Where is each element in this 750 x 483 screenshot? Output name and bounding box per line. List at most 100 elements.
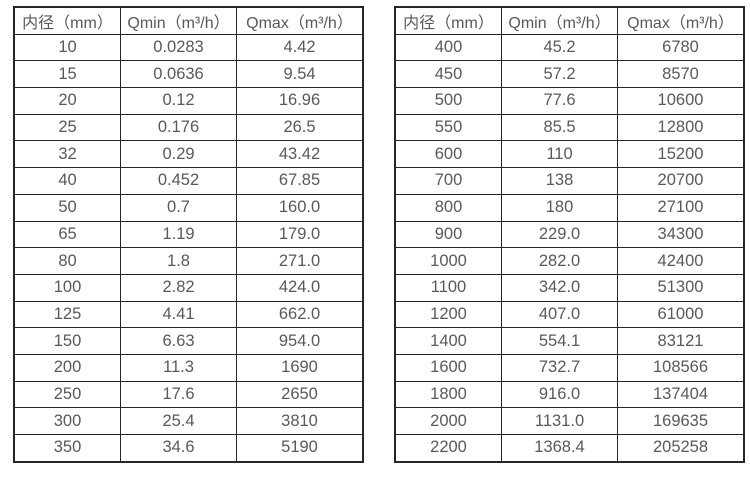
data-cell: 1800 [394, 380, 502, 409]
data-cell: 17.6 [120, 380, 237, 409]
data-cell: 138 [501, 167, 618, 195]
data-cell: 1400 [394, 327, 502, 355]
data-cell: 250 [13, 380, 121, 409]
table-row: 65 1.19 179.0 [13, 220, 364, 249]
data-cell: 1000 [394, 247, 502, 275]
table-row: 450 57.2 8570 [394, 60, 745, 89]
data-cell: 1.19 [120, 220, 237, 249]
data-cell: 5190 [236, 433, 364, 463]
data-cell: 32 [13, 140, 121, 169]
data-cell: 229.0 [501, 220, 618, 249]
data-cell: 1368.4 [501, 433, 618, 463]
data-cell: 200 [13, 353, 121, 382]
data-cell: 4.42 [236, 33, 364, 62]
data-cell: 57.2 [501, 60, 618, 89]
table-row: 500 77.6 10600 [394, 87, 745, 115]
header-row: 内径（mm） Qmin（m³/h） Qmax（m³/h） [394, 6, 745, 35]
header-cell: 内径（mm） [13, 6, 121, 35]
table-row: 600 110 15200 [394, 140, 745, 169]
table-row: 250 17.6 2650 [13, 380, 364, 409]
table-row: 150 6.63 954.0 [13, 327, 364, 355]
data-cell: 15 [13, 60, 121, 89]
data-cell: 3810 [236, 407, 364, 435]
data-cell: 11.3 [120, 353, 237, 382]
table-row: 50 0.7 160.0 [13, 193, 364, 222]
table-row: 900 229.0 34300 [394, 220, 745, 249]
data-cell: 450 [394, 60, 502, 89]
header-cell: 内径（mm） [394, 6, 502, 35]
data-cell: 27100 [617, 193, 745, 222]
data-cell: 424.0 [236, 273, 364, 302]
data-cell: 6.63 [120, 327, 237, 355]
header-cell: Qmax（m³/h） [236, 6, 364, 35]
header-cell: Qmax（m³/h） [617, 6, 745, 35]
data-cell: 700 [394, 167, 502, 195]
table-row: 1100 342.0 51300 [394, 273, 745, 302]
data-cell: 10 [13, 33, 121, 62]
data-cell: 300 [13, 407, 121, 435]
data-cell: 1131.0 [501, 407, 618, 435]
data-cell: 282.0 [501, 247, 618, 275]
data-cell: 1690 [236, 353, 364, 382]
data-cell: 407.0 [501, 300, 618, 329]
data-cell: 550 [394, 113, 502, 142]
table-row: 25 0.176 26.5 [13, 113, 364, 142]
data-cell: 42400 [617, 247, 745, 275]
data-cell: 34300 [617, 220, 745, 249]
data-cell: 80 [13, 247, 121, 275]
data-cell: 2200 [394, 433, 502, 463]
spec-table-right: 内径（mm） Qmin（m³/h） Qmax（m³/h） 400 45.2 6780 450… [394, 6, 745, 463]
data-cell: 4.41 [120, 300, 237, 329]
data-cell: 900 [394, 220, 502, 249]
data-cell: 271.0 [236, 247, 364, 275]
data-cell: 1100 [394, 273, 502, 302]
table-row: 10 0.0283 4.42 [13, 33, 364, 62]
data-cell: 400 [394, 33, 502, 62]
data-cell: 916.0 [501, 380, 618, 409]
data-cell: 1.8 [120, 247, 237, 275]
data-cell: 2650 [236, 380, 364, 409]
data-cell: 0.7 [120, 193, 237, 222]
spec-table-left: 内径（mm） Qmin（m³/h） Qmax（m³/h） 10 0.0283 4.42 15… [13, 6, 364, 463]
data-cell: 0.12 [120, 87, 237, 115]
data-cell: 1600 [394, 353, 502, 382]
data-cell: 34.6 [120, 433, 237, 463]
data-cell: 342.0 [501, 273, 618, 302]
data-cell: 77.6 [501, 87, 618, 115]
data-cell: 125 [13, 300, 121, 329]
data-cell: 205258 [617, 433, 745, 463]
table-row: 20 0.12 16.96 [13, 87, 364, 115]
table-row: 1800 916.0 137404 [394, 380, 745, 409]
table-row: 1400 554.1 83121 [394, 327, 745, 355]
data-cell: 10600 [617, 87, 745, 115]
header-cell: Qmin（m³/h） [120, 6, 237, 35]
data-cell: 0.0636 [120, 60, 237, 89]
data-cell: 67.85 [236, 167, 364, 195]
table-row: 80 1.8 271.0 [13, 247, 364, 275]
table-row: 700 138 20700 [394, 167, 745, 195]
data-cell: 169635 [617, 407, 745, 435]
data-cell: 662.0 [236, 300, 364, 329]
table-row: 2200 1368.4 205258 [394, 433, 745, 463]
table-row: 40 0.452 67.85 [13, 167, 364, 195]
table-row: 400 45.2 6780 [394, 33, 745, 62]
data-cell: 0.452 [120, 167, 237, 195]
data-cell: 83121 [617, 327, 745, 355]
data-cell: 2.82 [120, 273, 237, 302]
table-row: 32 0.29 43.42 [13, 140, 364, 169]
data-cell: 0.0283 [120, 33, 237, 62]
data-cell: 137404 [617, 380, 745, 409]
table-row: 1000 282.0 42400 [394, 247, 745, 275]
data-cell: 600 [394, 140, 502, 169]
data-cell: 8570 [617, 60, 745, 89]
data-cell: 500 [394, 87, 502, 115]
data-cell: 0.29 [120, 140, 237, 169]
table-row: 125 4.41 662.0 [13, 300, 364, 329]
data-cell: 6780 [617, 33, 745, 62]
header-cell: Qmin（m³/h） [501, 6, 618, 35]
data-cell: 65 [13, 220, 121, 249]
table-row: 800 180 27100 [394, 193, 745, 222]
data-cell: 51300 [617, 273, 745, 302]
data-cell: 100 [13, 273, 121, 302]
data-cell: 61000 [617, 300, 745, 329]
